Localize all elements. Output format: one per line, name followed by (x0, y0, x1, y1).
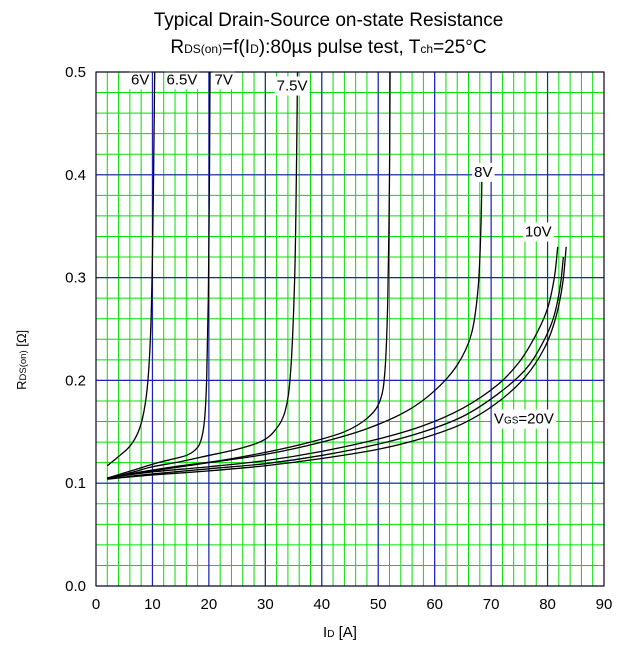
series-label-bg (522, 222, 554, 242)
series-line (107, 71, 211, 479)
series-label: 6V (131, 71, 149, 88)
x-tick-label: 30 (257, 596, 274, 613)
x-tick-label: 10 (144, 596, 161, 613)
tick-labels: 0 10 20 30 40 50 60 70 80 90 0.0 0.1 0.2 0.3 0.4 0.5 (65, 64, 612, 613)
x-axis-label: ID [A] (323, 624, 357, 641)
series-labels: 6V 6.5V 7V 7.5V 8V 10V VGS=20V (128, 70, 556, 429)
series-label: 10V (525, 223, 552, 240)
chart-grid (95, 71, 605, 587)
series-label-bg (274, 76, 310, 96)
x-tick-label: 70 (483, 596, 500, 613)
plot-frame (95, 71, 605, 587)
series-label-bg (472, 162, 495, 182)
series-label: VGS=20V (494, 411, 554, 428)
x-tick-label: 40 (313, 596, 330, 613)
series-line (107, 71, 391, 479)
series-label: 8V (474, 164, 492, 181)
series-line (106, 71, 156, 467)
series-label-bg (128, 70, 152, 90)
x-tick-label: 50 (370, 596, 387, 613)
y-tick-label: 0.0 (65, 578, 86, 595)
x-tick-label: 60 (426, 596, 443, 613)
series-line (107, 256, 565, 480)
y-axis-label: RDS(on) [Ω] (14, 330, 29, 390)
series-line (107, 246, 559, 479)
x-tick-label: 0 (92, 596, 100, 613)
y-tick-label: 0.1 (65, 475, 86, 492)
axis-labels: ID [A] RDS(on) [Ω] (14, 330, 357, 641)
y-tick-label: 0.3 (65, 270, 86, 287)
chart-subtitle: RDS(on)=f(ID):80µs pulse test, Tch=25°C (170, 37, 487, 58)
y-tick-label: 0.5 (65, 64, 86, 81)
x-tick-label: 80 (539, 596, 556, 613)
y-tick-label: 0.4 (65, 167, 86, 184)
series-label-bg (212, 70, 235, 90)
x-tick-label: 20 (201, 596, 218, 613)
series-line (107, 246, 567, 480)
series-curves (106, 71, 567, 480)
x-tick-label: 90 (596, 596, 613, 613)
chart-title: Typical Drain-Source on-state Resistance (153, 10, 504, 31)
series-label: 7.5V (277, 78, 308, 95)
series-label: 7V (215, 71, 233, 88)
series-label-bg (491, 409, 556, 429)
series-line (107, 164, 483, 479)
series-label-bg (164, 70, 200, 90)
y-tick-label: 0.2 (65, 372, 86, 389)
series-label: 6.5V (167, 71, 198, 88)
series-line (107, 71, 299, 479)
